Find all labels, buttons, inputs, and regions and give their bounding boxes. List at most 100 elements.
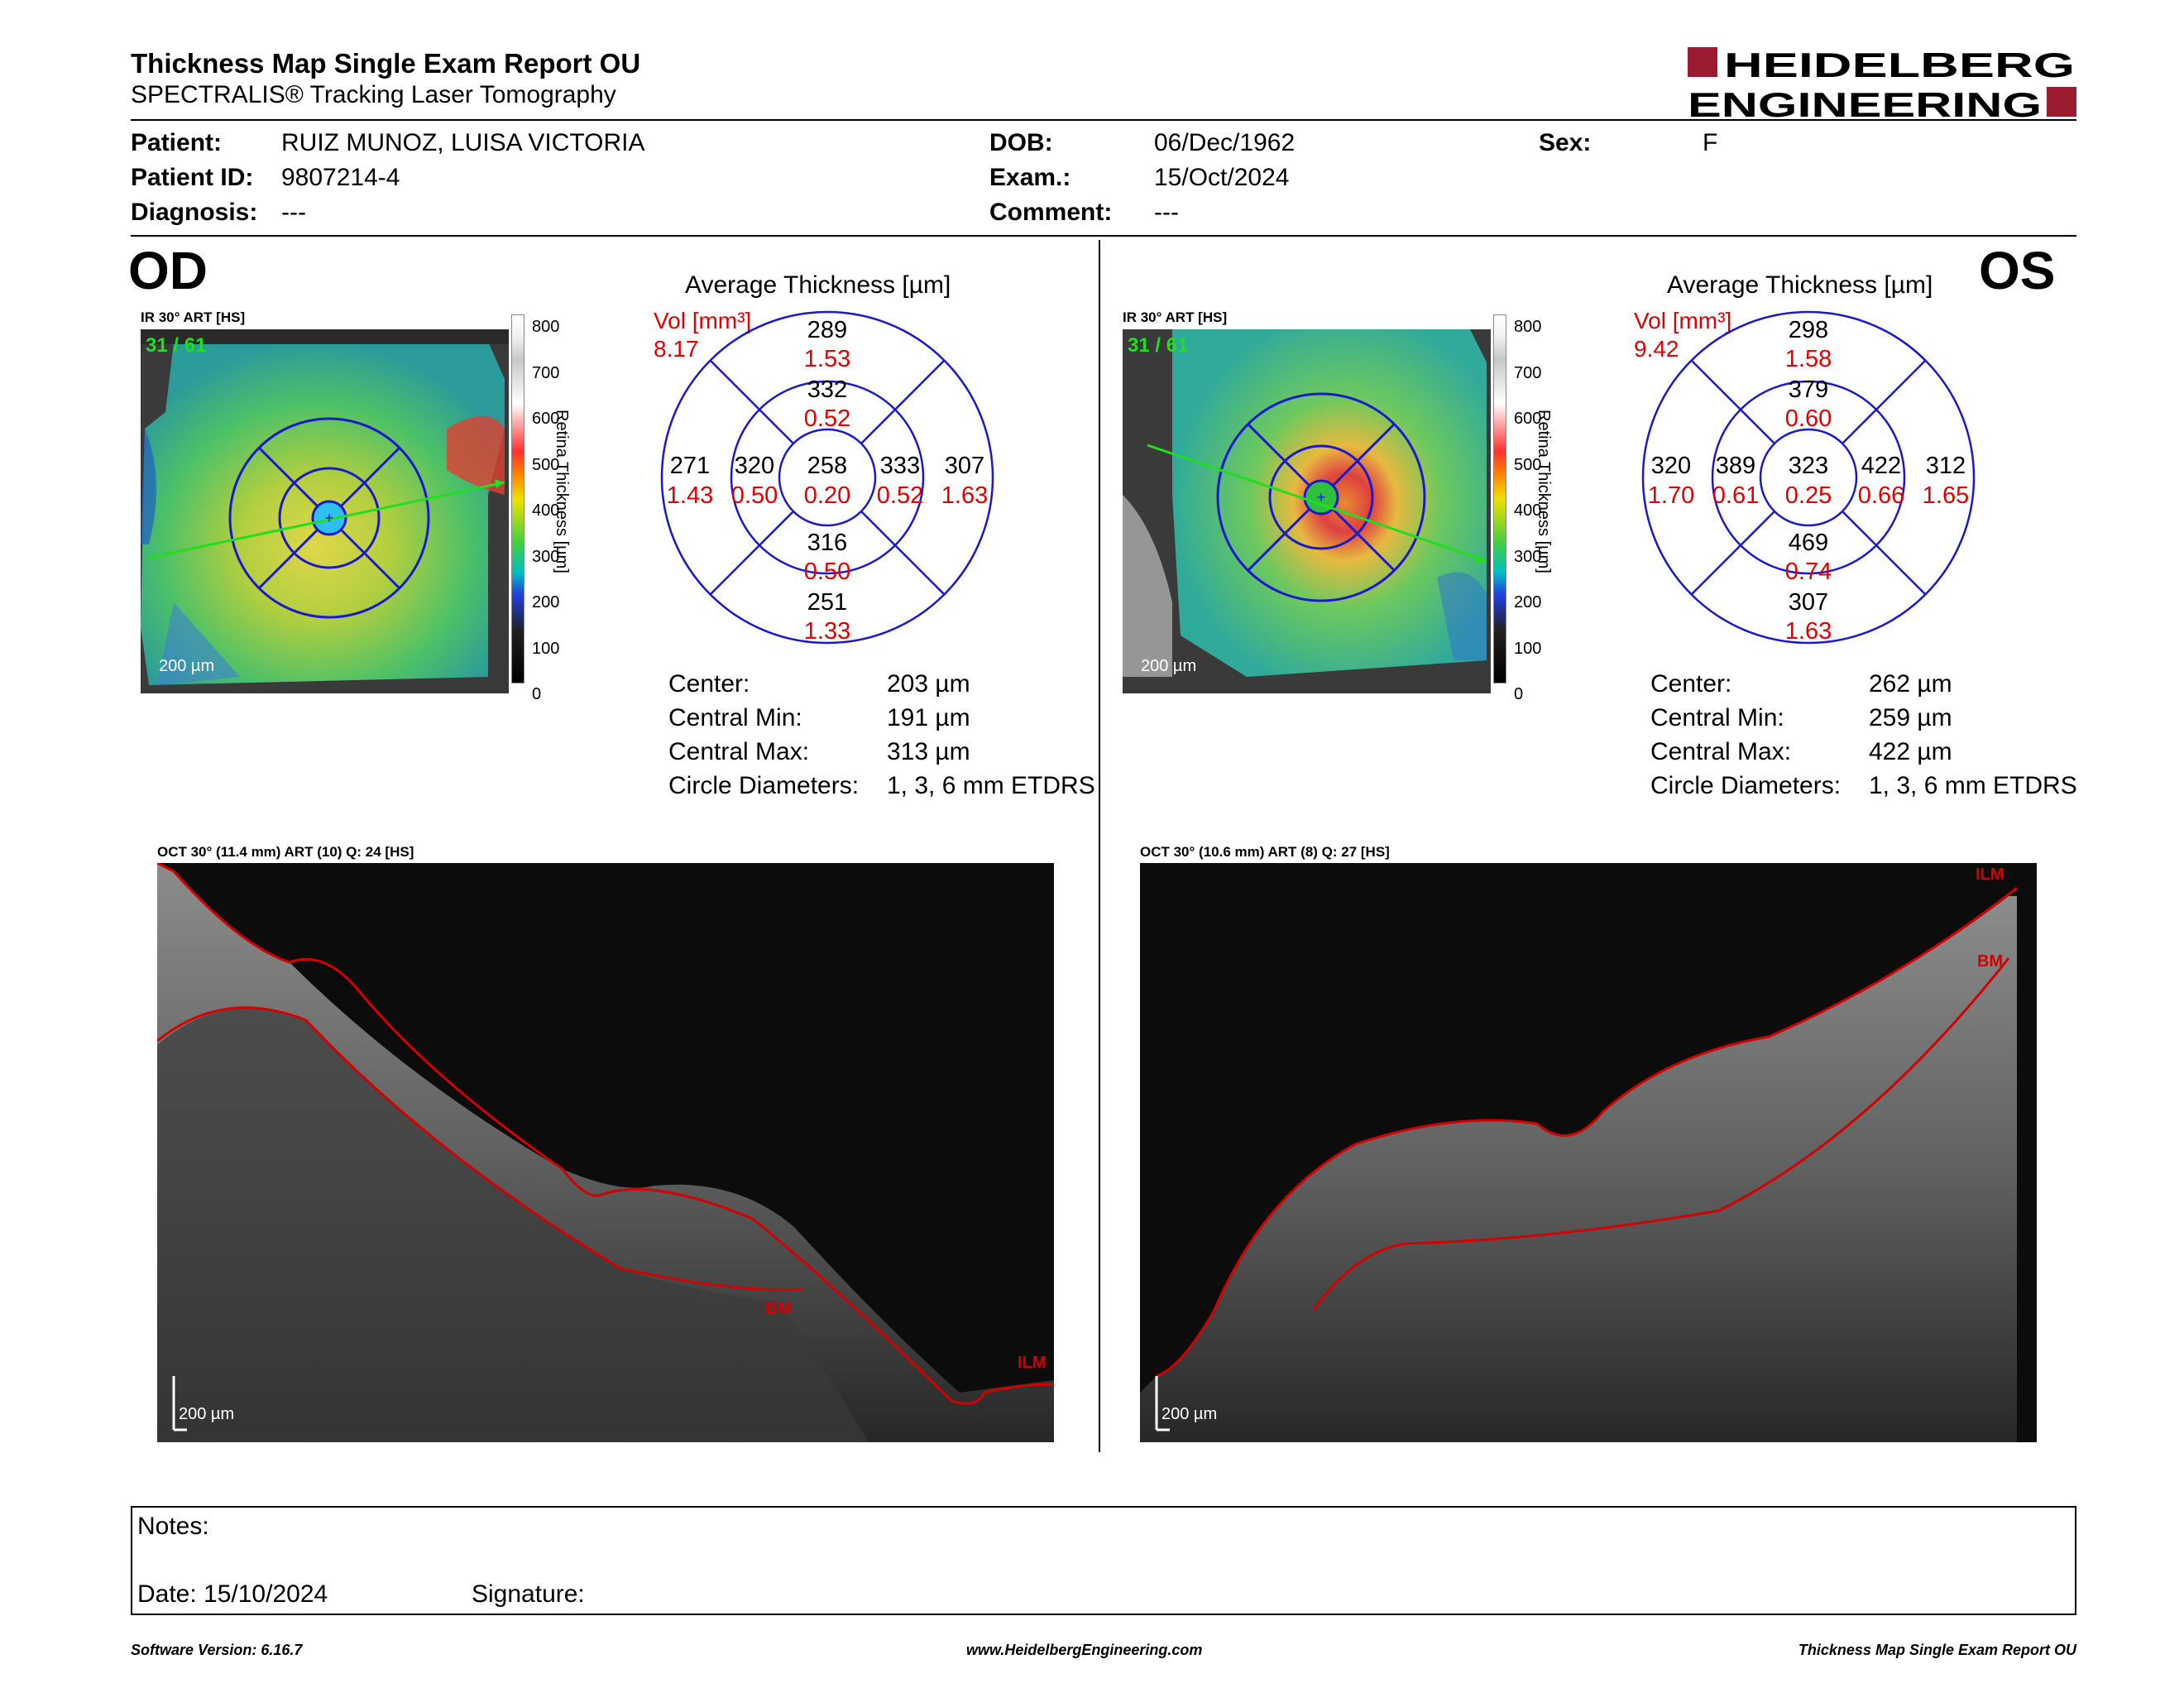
od-colorbar-title: Retina Thickness [µm] [553,410,571,573]
os-outer-inf-t: 307 [1789,589,1828,616]
report-subtitle: SPECTRALIS® Tracking Laser Tomography [131,81,616,108]
os-scale-bar: 200 µm [1141,657,1197,675]
diagnosis-value: --- [281,199,306,226]
od-inner-left-t: 320 [735,453,774,479]
od-tick-500: 500 [532,455,560,474]
od-tick-100: 100 [532,639,560,658]
os-outer-left-v: 1.70 [1648,482,1694,509]
od-outer-left-t: 271 [670,453,710,479]
os-oct-bscan: ILM BM 200 µm [1140,863,2037,1442]
od-outer-sup-v: 1.53 [804,346,850,372]
od-tick-300: 300 [532,547,560,566]
od-inner-right-v: 0.52 [877,482,923,509]
date-label: Date: 15/10/2024 [137,1580,328,1608]
exam-label: Exam.: [989,164,1071,191]
dob-value: 06/Dec/1962 [1154,129,1296,156]
patient-label: Patient: [131,129,223,156]
os-inner-right-t: 422 [1861,453,1901,479]
os-ir-label: IR 30° ART [HS] [1123,309,1228,325]
os-stat-diam-value: 1, 3, 6 mm ETDRS [1869,772,2077,799]
os-stat-center-value: 262 µm [1869,670,1952,698]
os-tick-600: 600 [1514,410,1542,428]
od-tick-800: 800 [532,318,560,336]
os-ilm-label: ILM [1976,866,2004,884]
patient-id-label: Patient ID: [131,164,254,191]
od-center-v: 0.20 [804,482,850,509]
report-title: Thickness Map Single Exam Report OU [131,48,641,79]
eye-divider [1099,240,1100,1452]
od-tick-700: 700 [532,363,560,382]
os-tick-400: 400 [1514,501,1542,520]
footer-software: Software Version: 6.16.7 [131,1642,303,1658]
patient-divider [131,235,2076,237]
od-outer-inf-t: 251 [807,589,847,616]
od-tick-0: 0 [532,685,542,703]
comment-label: Comment: [989,199,1113,226]
od-oct-bscan: BM ILM 200 µm [157,863,1054,1442]
os-tick-200: 200 [1514,593,1542,611]
od-frame-count: 31 / 61 [146,334,207,357]
os-tick-100: 100 [1514,639,1542,658]
od-outer-inf-v: 1.33 [804,618,850,645]
os-tick-500: 500 [1514,455,1542,474]
od-outer-sup-t: 289 [807,317,847,343]
od-oct-label: OCT 30° (11.4 mm) ART (10) Q: 24 [HS] [157,844,414,860]
os-outer-right-t: 312 [1926,453,1966,479]
os-tick-800: 800 [1514,318,1542,336]
od-tick-600: 600 [532,410,560,428]
signature-label: Signature: [472,1580,585,1608]
os-inner-left-t: 389 [1716,453,1755,479]
os-outer-left-t: 320 [1651,453,1691,479]
os-bm-label: BM [1977,952,2003,971]
header-divider [131,119,2076,121]
svg-text:+: + [325,510,334,526]
od-inner-right-t: 333 [880,453,920,479]
od-inner-left-v: 0.50 [731,482,778,509]
patient-id: 9807214-4 [281,164,400,191]
notes-label: Notes: [137,1513,209,1540]
notes-box[interactable]: Notes: Date: 15/10/2024 Signature: [131,1506,2076,1615]
os-etdrs-grid: 298 1.58 379 0.60 323 0.25 389 0.61 422 … [1641,310,1976,645]
exam-value: 15/Oct/2024 [1154,164,1290,191]
od-avg-title: Average Thickness [µm] [685,271,951,299]
os-thickness-map: + 31 / 61 200 µm [1123,329,1491,693]
os-stat-min-label: Central Min: [1650,704,1784,731]
os-frame-count: 31 / 61 [1128,334,1189,357]
os-inner-inf-v: 0.74 [1785,559,1832,585]
footer-report: Thickness Map Single Exam Report OU [1798,1642,2076,1658]
od-inner-inf-v: 0.50 [804,559,850,585]
od-scale-bar: 200 µm [159,657,215,675]
heidelberg-logo: HEIDELBERG ENGINEERING [1688,46,2076,120]
os-center-v: 0.25 [1785,482,1832,509]
os-stat-min-value: 259 µm [1869,704,1952,731]
od-stat-diam-value: 1, 3, 6 mm ETDRS [887,772,1095,799]
os-inner-left-v: 0.61 [1712,482,1759,509]
od-inner-sup-v: 0.52 [804,405,850,432]
os-center-t: 323 [1789,453,1828,479]
os-outer-right-v: 1.65 [1923,482,1969,509]
od-tick-200: 200 [532,593,560,611]
os-eye-label: OS [1979,241,2056,300]
sex-label: Sex: [1539,129,1592,156]
sex-value: F [1703,129,1718,156]
od-inner-sup-t: 332 [807,376,847,403]
os-oct-label: OCT 30° (10.6 mm) ART (8) Q: 27 [HS] [1140,844,1390,860]
od-etdrs-grid: 289 1.53 332 0.52 258 0.20 320 0.50 333 … [660,310,994,645]
logo-line1: HEIDELBERG [1724,46,2075,84]
od-outer-right-t: 307 [945,453,984,479]
os-outer-sup-v: 1.58 [1785,346,1832,372]
od-colorbar-ticks: 800 700 600 500 400 300 200 100 0 [532,305,559,718]
dob-label: DOB: [989,129,1053,156]
svg-text:+: + [1317,489,1326,506]
od-outer-left-v: 1.43 [667,482,713,509]
od-stat-max-label: Central Max: [668,738,810,765]
logo-line2: ENGINEERING [1688,85,2042,120]
os-avg-title: Average Thickness [µm] [1667,271,1933,299]
od-stat-center-value: 203 µm [887,670,970,698]
os-outer-sup-t: 298 [1789,317,1828,343]
footer-website[interactable]: www.HeidelbergEngineering.com [966,1642,1203,1658]
od-stat-diam-label: Circle Diameters: [668,772,860,799]
os-tick-0: 0 [1514,685,1524,703]
os-tick-700: 700 [1514,363,1542,382]
os-stat-diam-label: Circle Diameters: [1650,772,1842,799]
